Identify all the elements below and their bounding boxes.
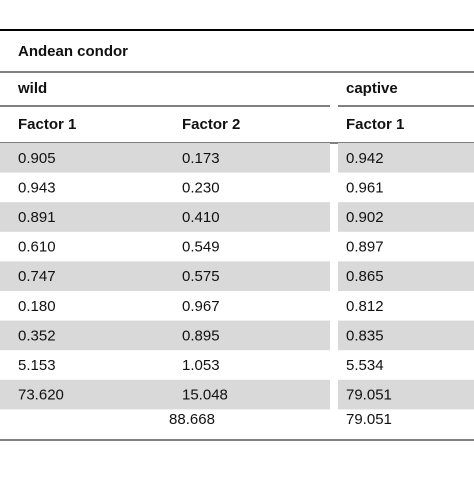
column-header: Factor 1 [346,116,404,133]
cell: 0.943 [18,179,56,196]
group-header: wild [17,80,47,97]
cell: 0.575 [182,268,220,285]
cell: 1.053 [182,357,220,374]
row-shade [0,261,330,291]
cell: 5.534 [346,357,384,374]
cell: 0.905 [18,150,56,167]
cell: 15.048 [182,387,228,404]
cell: 0.835 [346,327,384,344]
column-header: Factor 1 [18,116,76,133]
cell: 5.153 [18,357,56,374]
row-shade [338,261,474,291]
cell: 0.897 [346,239,384,256]
cell: 0.942 [346,150,384,167]
table-title: Andean condor [18,43,128,60]
total-cell: 88.668 [169,411,215,428]
cell: 0.610 [18,239,56,256]
row-shade [0,143,330,173]
cell: 0.961 [346,179,384,196]
cell: 73.620 [18,387,64,404]
row-shade [0,202,330,232]
row-shade [338,379,474,410]
group-header: captive [346,80,398,97]
cell: 0.747 [18,268,56,285]
cell: 0.180 [18,298,56,315]
cell: 79.051 [346,387,392,404]
row-shade [0,320,330,351]
cell: 0.895 [182,327,220,344]
cell: 0.891 [18,209,56,226]
row-shade [0,379,330,410]
cell: 0.902 [346,209,384,226]
column-header: Factor 2 [182,116,240,133]
cell: 0.230 [182,179,220,196]
cell: 0.812 [346,298,384,315]
cell: 0.173 [182,150,220,167]
cell: 0.865 [346,268,384,285]
cell: 0.549 [182,239,220,256]
total-cell: 79.051 [346,411,392,428]
cell: 0.967 [182,298,220,315]
row-shade [338,202,474,232]
cell: 0.410 [182,209,220,226]
row-shade [338,143,474,173]
row-shade [338,320,474,351]
cell: 0.352 [18,327,56,344]
